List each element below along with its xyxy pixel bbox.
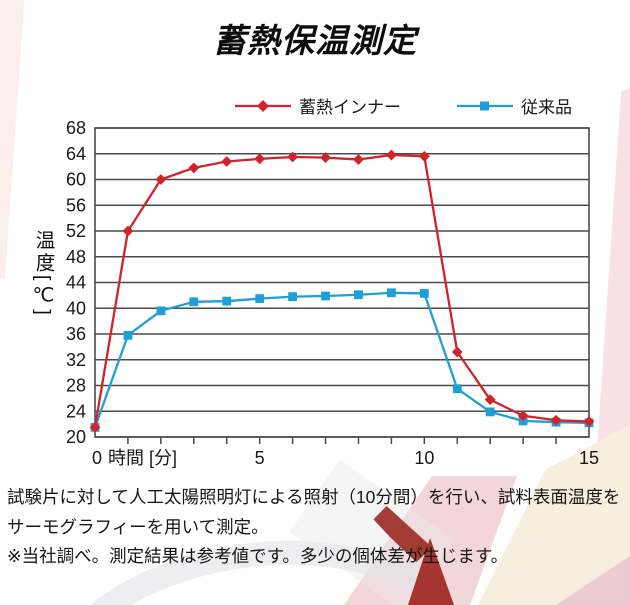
y-tick-label: 64 <box>66 144 86 164</box>
diamond-marker <box>254 153 266 165</box>
diamond-marker <box>386 149 397 161</box>
diamond-marker <box>550 414 562 426</box>
legend-item-thermal-inner: 蓄熱インナー <box>235 93 401 118</box>
series-line-1 <box>93 291 590 428</box>
series-line-0 <box>93 153 590 428</box>
square-marker <box>387 288 396 298</box>
measurement-note: 試験片に対して人工太陽照明灯による照射（10分間）を行い、試料表面温度をサーモグ… <box>7 483 625 572</box>
diamond-marker <box>418 150 430 162</box>
temperature-line-chart: 20 24 28 32 36 40 44 48 52 56 60 64 68 0 5 10 15 時間 [分] <box>66 118 599 468</box>
square-marker <box>189 297 199 307</box>
y-tick-label: 20 <box>66 427 86 447</box>
y-tick-label: 48 <box>66 247 86 267</box>
x-tick-label: 0 <box>92 448 102 468</box>
legend-item-conventional: 従来品 <box>457 93 572 118</box>
square-marker <box>452 384 462 394</box>
diamond-marker <box>188 162 200 174</box>
square-marker <box>485 407 495 417</box>
y-tick-label: 44 <box>66 273 86 293</box>
diamond-marker <box>451 346 463 358</box>
y-tick-label: 32 <box>66 350 86 370</box>
square-marker <box>321 291 330 301</box>
square-marker <box>123 330 133 340</box>
diamond-marker <box>320 152 331 164</box>
plot-border <box>94 127 590 438</box>
diamond-marker <box>353 154 364 165</box>
square-marker <box>255 294 265 303</box>
diamond-marker <box>221 156 233 167</box>
legend-label-conventional: 従来品 <box>521 98 572 117</box>
y-tick-label: 52 <box>66 221 86 241</box>
y-tick-label: 24 <box>66 401 86 421</box>
x-tick-label: 10 <box>414 448 434 468</box>
square-marker <box>419 289 429 298</box>
y-tick-label: 60 <box>66 170 86 190</box>
diamond-marker <box>287 151 298 163</box>
square-marker <box>156 306 166 316</box>
diamond-marker <box>484 394 496 406</box>
legend-square-marker-icon <box>457 101 513 110</box>
diamond-marker <box>517 410 529 422</box>
diamond-marker <box>583 416 595 427</box>
note-disclaimer: ※当社調べ。測定結果は参考値です。多少の個体差が生じます。 <box>7 546 509 566</box>
x-axis-title: 時間 [分] <box>108 448 177 468</box>
y-tick-label: 36 <box>66 324 86 344</box>
y-tick-label: 40 <box>66 298 86 318</box>
note-method: 試験片に対して人工太陽照明灯による照射（10分間）を行い、試料表面温度をサーモグ… <box>7 487 621 537</box>
y-tick-label: 56 <box>66 195 86 215</box>
y-tick-label: 28 <box>66 376 86 396</box>
legend-diamond-marker-icon <box>235 99 291 112</box>
diamond-marker <box>122 225 134 237</box>
square-marker <box>354 290 363 300</box>
diamond-marker <box>89 421 101 433</box>
y-tick-label: 68 <box>66 118 86 138</box>
legend-label-thermal-inner: 蓄熱インナー <box>299 98 401 117</box>
chart-legend: 蓄熱インナー 従来品 <box>235 93 572 118</box>
x-tick-label: 5 <box>255 448 265 468</box>
x-tick-label: 15 <box>579 448 599 468</box>
square-marker <box>222 296 232 306</box>
page-title: 蓄熱保温測定 <box>213 22 417 59</box>
y-axis-title: 温度[℃] <box>32 230 54 318</box>
square-marker <box>288 292 297 302</box>
diamond-marker <box>155 174 167 185</box>
